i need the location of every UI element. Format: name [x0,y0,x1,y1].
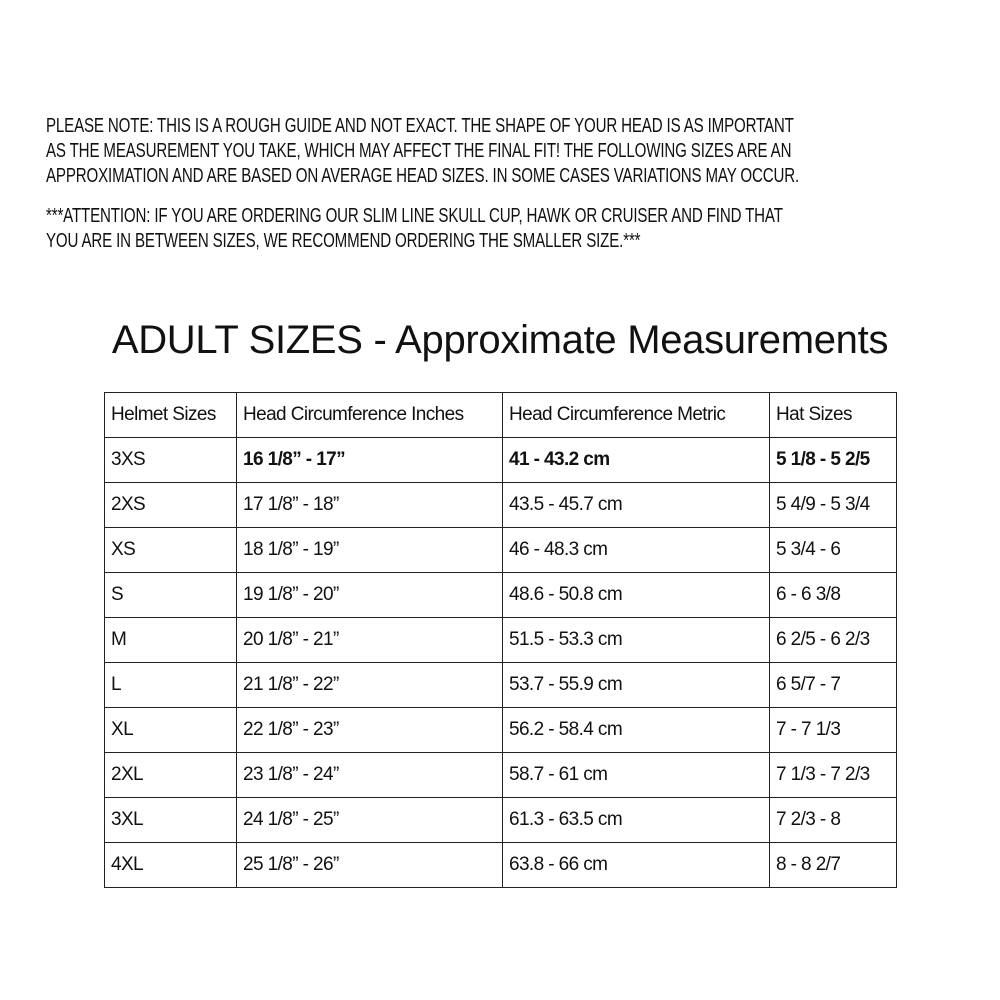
table-row: XL 22 1/8” - 23” 56.2 - 58.4 cm 7 - 7 1/3 [104,707,897,753]
helmet-size-cell: 3XS [104,437,237,483]
column-header: Head Circumference Metric [502,392,770,438]
helmet-size-cell: S [104,572,237,618]
table-row: 3XL 24 1/8” - 25” 61.3 - 63.5 cm 7 2/3 - 8 [104,797,897,843]
inches-cell: 20 1/8” - 21” [236,617,503,663]
helmet-size-cell: L [104,662,237,708]
helmet-size-cell: XL [104,707,237,753]
metric-cell: 41 - 43.2 cm [502,437,770,483]
attention-line: ***ATTENTION: IF YOU ARE ORDERING OUR SL… [46,205,783,227]
helmet-size-cell: M [104,617,237,663]
table-row: M 20 1/8” - 21” 51.5 - 53.3 cm 6 2/5 - 6 2/… [104,617,897,663]
sizing-note: PLEASE NOTE: THIS IS A ROUGH GUIDE AND N… [46,114,1000,254]
note-line: APPROXIMATION AND ARE BASED ON AVERAGE H… [46,165,800,187]
inches-cell: 22 1/8” - 23” [236,707,503,753]
hat-size-cell: 7 - 7 1/3 [769,707,897,753]
hat-size-cell: 7 1/3 - 7 2/3 [769,752,897,798]
page-title: ADULT SIZES - Approximate Measurements [111,318,889,362]
helmet-size-cell: 2XL [104,752,237,798]
inches-cell: 17 1/8” - 18” [236,482,503,528]
inches-cell: 21 1/8” - 22” [236,662,503,708]
table-row: 4XL 25 1/8” - 26” 63.8 - 66 cm 8 - 8 2/7 [104,842,897,888]
hat-size-cell: 5 4/9 - 5 3/4 [769,482,897,528]
helmet-size-cell: 2XS [104,482,237,528]
hat-size-cell: 6 5/7 - 7 [769,662,897,708]
hat-size-cell: 6 2/5 - 6 2/3 [769,617,897,663]
table-row: 3XS 16 1/8” - 17” 41 - 43.2 cm 5 1/8 - 5 2/… [104,437,897,483]
table-row: XS 18 1/8” - 19” 46 - 48.3 cm 5 3/4 - 6 [104,527,897,573]
table-row: L 21 1/8” - 22” 53.7 - 55.9 cm 6 5/7 - 7 [104,662,897,708]
attention-line: YOU ARE IN BETWEEN SIZES, WE RECOMMEND O… [46,230,641,252]
helmet-size-cell: 3XL [104,797,237,843]
size-table: Helmet Sizes Head Circumference Inches H… [104,392,897,888]
note-line: AS THE MEASUREMENT YOU TAKE, WHICH MAY A… [46,140,792,162]
hat-size-cell: 8 - 8 2/7 [769,842,897,888]
column-header: Helmet Sizes [104,392,237,438]
column-header: Hat Sizes [769,392,897,438]
metric-cell: 56.2 - 58.4 cm [502,707,770,753]
table-row: 2XL 23 1/8” - 24” 58.7 - 61 cm 7 1/3 - 7 2/… [104,752,897,798]
note-line: PLEASE NOTE: THIS IS A ROUGH GUIDE AND N… [46,115,794,137]
table-row: 2XS 17 1/8” - 18” 43.5 - 45.7 cm 5 4/9 - 5 … [104,482,897,528]
inches-cell: 23 1/8” - 24” [236,752,503,798]
inches-cell: 16 1/8” - 17” [236,437,503,483]
helmet-size-cell: 4XL [104,842,237,888]
hat-size-cell: 7 2/3 - 8 [769,797,897,843]
hat-size-cell: 6 - 6 3/8 [769,572,897,618]
inches-cell: 19 1/8” - 20” [236,572,503,618]
table-row: S 19 1/8” - 20” 48.6 - 50.8 cm 6 - 6 3/8 [104,572,897,618]
metric-cell: 46 - 48.3 cm [502,527,770,573]
hat-size-cell: 5 1/8 - 5 2/5 [769,437,897,483]
metric-cell: 43.5 - 45.7 cm [502,482,770,528]
column-header: Head Circumference Inches [236,392,503,438]
inches-cell: 18 1/8” - 19” [236,527,503,573]
table-header-row: Helmet Sizes Head Circumference Inches H… [104,392,897,438]
metric-cell: 63.8 - 66 cm [502,842,770,888]
metric-cell: 61.3 - 63.5 cm [502,797,770,843]
metric-cell: 48.6 - 50.8 cm [502,572,770,618]
inches-cell: 25 1/8” - 26” [236,842,503,888]
metric-cell: 58.7 - 61 cm [502,752,770,798]
helmet-size-cell: XS [104,527,237,573]
metric-cell: 53.7 - 55.9 cm [502,662,770,708]
metric-cell: 51.5 - 53.3 cm [502,617,770,663]
hat-size-cell: 5 3/4 - 6 [769,527,897,573]
inches-cell: 24 1/8” - 25” [236,797,503,843]
